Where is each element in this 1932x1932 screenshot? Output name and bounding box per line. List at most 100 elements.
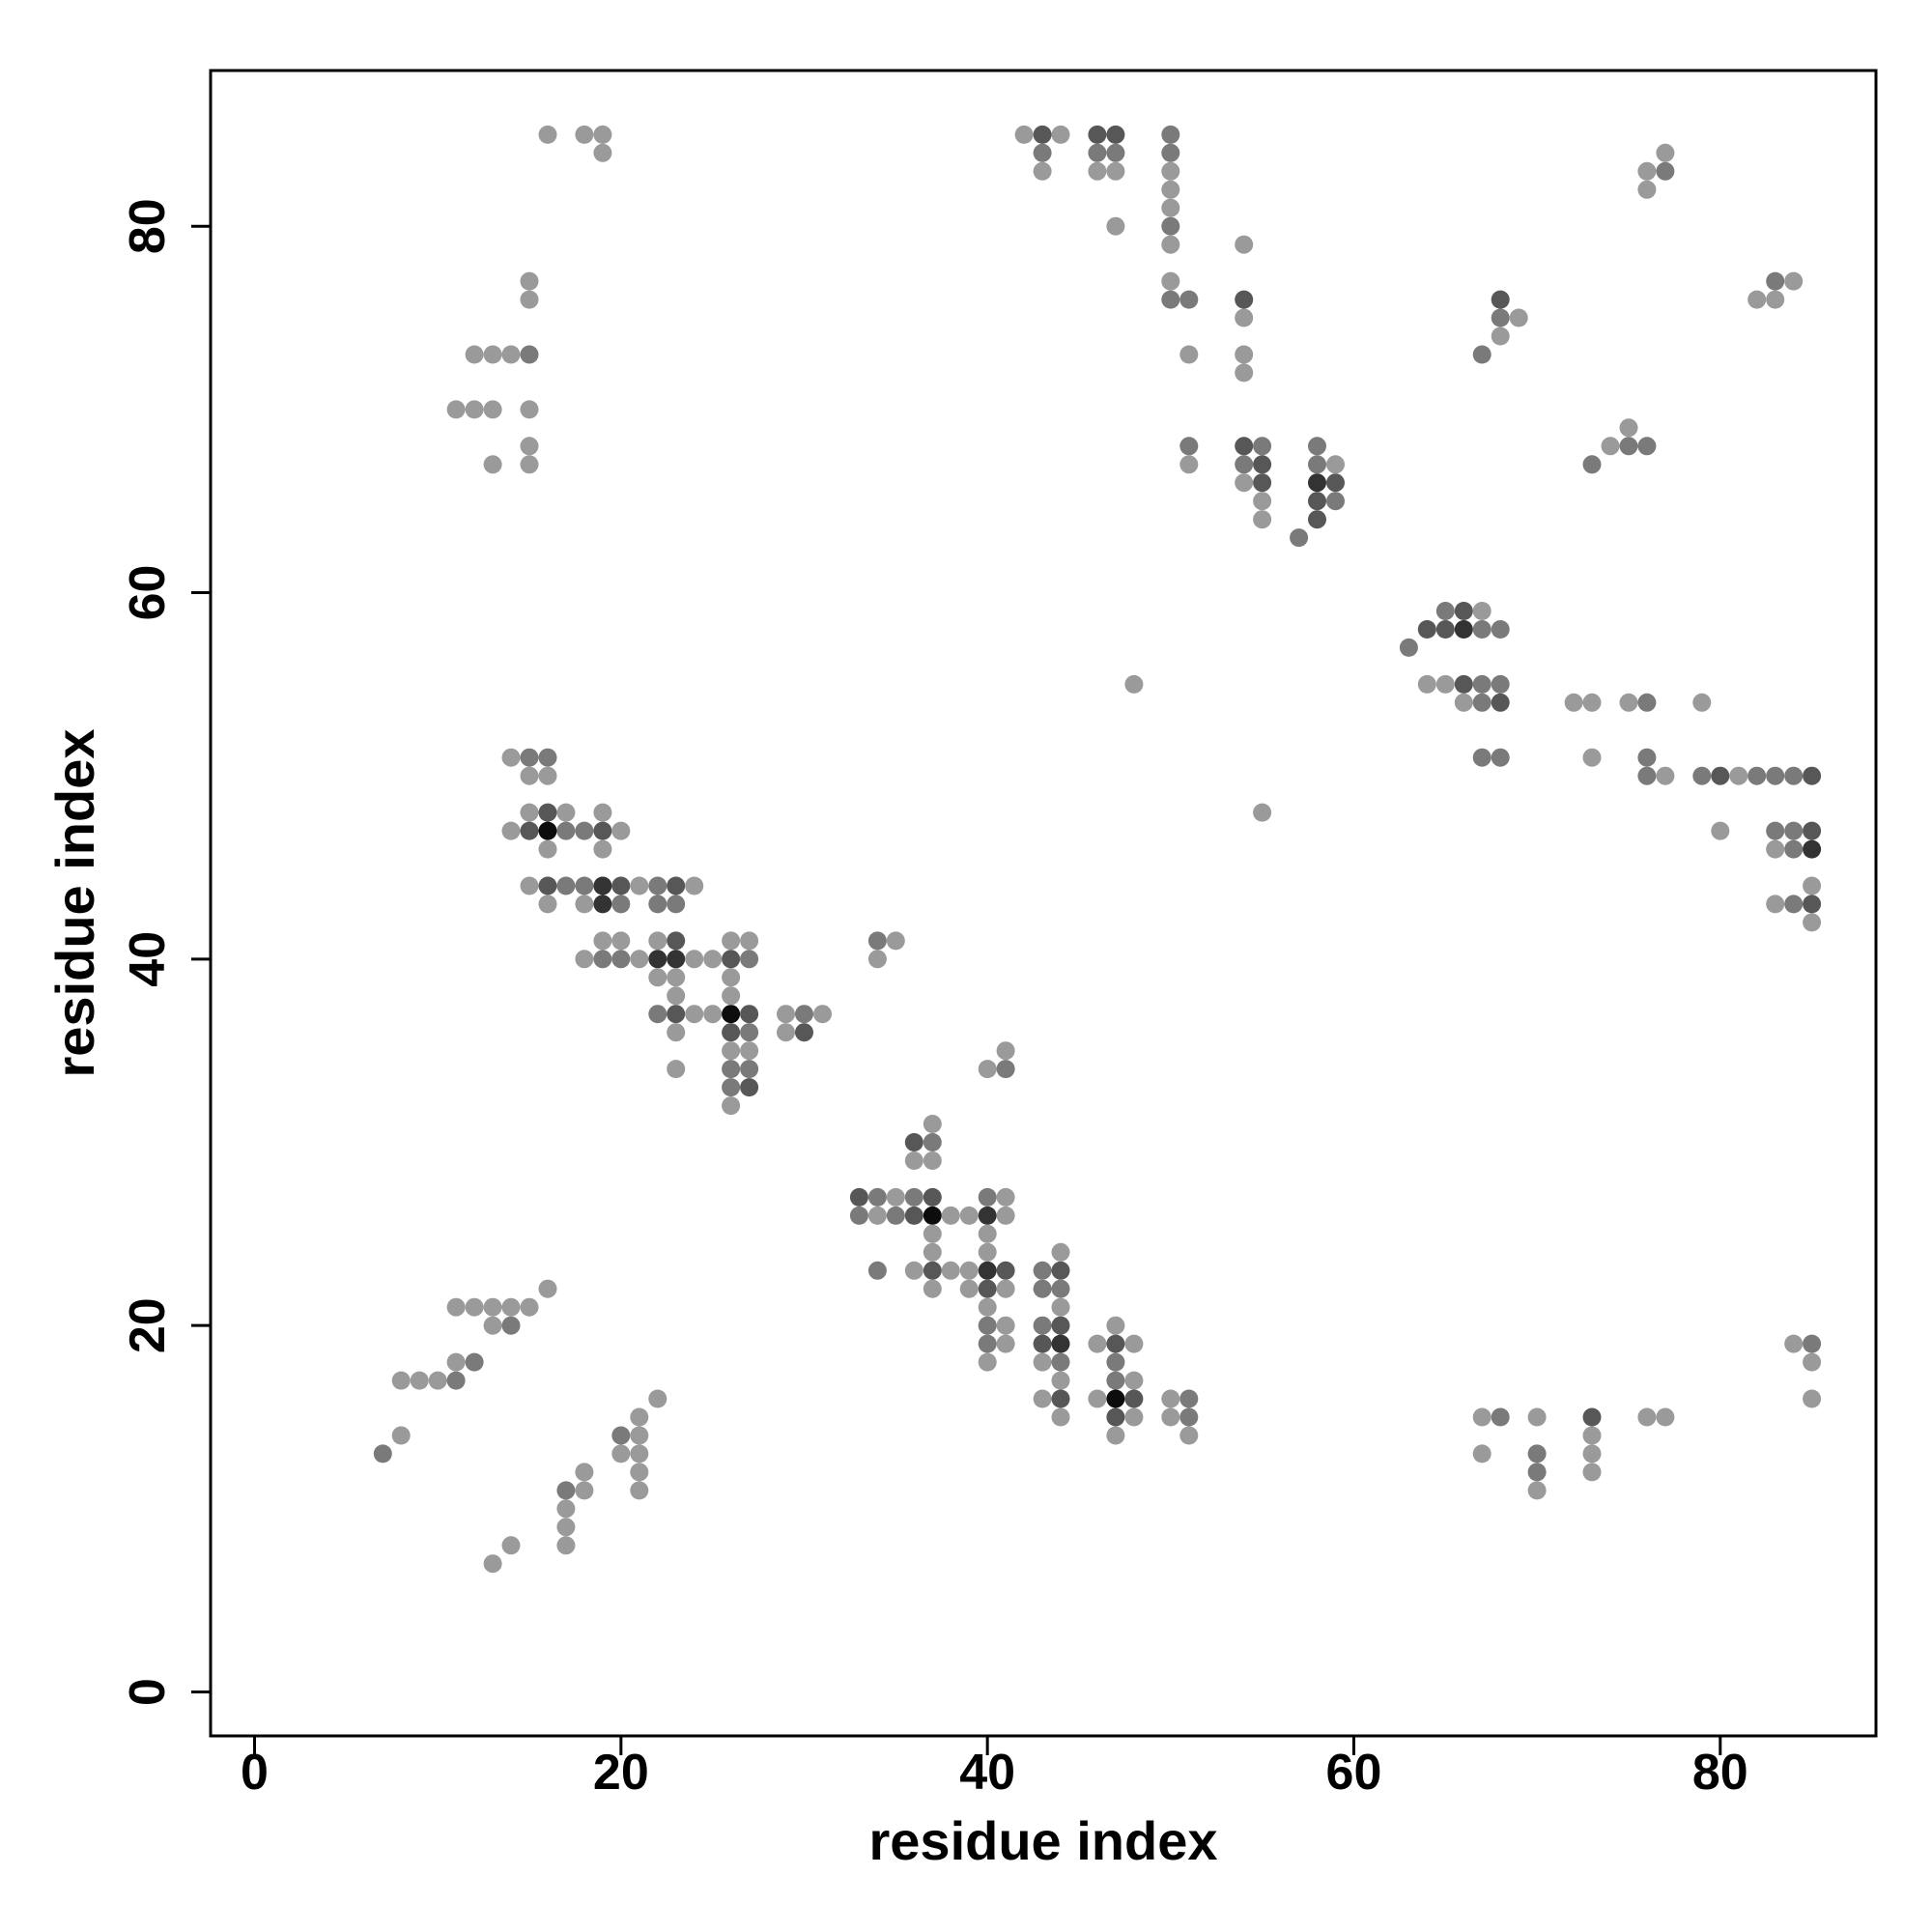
contact-point-308 xyxy=(1491,327,1510,346)
contact-point-114 xyxy=(538,803,557,822)
contact-point-181 xyxy=(795,1005,813,1024)
contact-point-214 xyxy=(1106,125,1125,144)
contact-point-265 xyxy=(1472,602,1492,620)
contact-point-176 xyxy=(740,1060,759,1079)
contact-point-260 xyxy=(1454,620,1473,639)
contact-point-227 xyxy=(1161,271,1180,291)
contact-point-163 xyxy=(685,1005,704,1024)
x-axis: 0 20 40 60 80 xyxy=(241,1736,1748,1801)
contact-point-27 xyxy=(630,1444,649,1463)
contact-point-119 xyxy=(556,821,576,840)
contact-point-149 xyxy=(703,950,723,969)
contact-point-179 xyxy=(722,1096,741,1116)
contact-point-307 xyxy=(1509,308,1528,327)
contact-point-124 xyxy=(593,803,612,822)
contact-point-21 xyxy=(556,1481,576,1500)
contact-point-164 xyxy=(703,1005,723,1024)
contact-point-230 xyxy=(1179,345,1199,364)
contact-point-73 xyxy=(978,1352,997,1372)
contact-point-336 xyxy=(1803,1334,1822,1353)
contact-point-316 xyxy=(1656,143,1675,162)
contact-point-151 xyxy=(740,950,759,969)
contact-point-169 xyxy=(740,1023,759,1042)
contact-point-200 xyxy=(520,400,539,419)
contact-point-219 xyxy=(1106,216,1125,236)
contact-point-337 xyxy=(1803,1352,1822,1372)
contact-point-198 xyxy=(465,400,484,419)
contact-point-150 xyxy=(722,950,741,969)
contact-point-223 xyxy=(1161,180,1180,199)
contact-point-186 xyxy=(886,931,905,951)
contact-point-275 xyxy=(1491,748,1510,767)
contact-point-110 xyxy=(501,748,521,767)
contact-point-71 xyxy=(978,1334,997,1353)
contact-point-15 xyxy=(538,1279,557,1298)
contact-point-14 xyxy=(501,1316,521,1335)
contact-point-105 xyxy=(1161,1407,1180,1427)
contact-point-2 xyxy=(391,1371,411,1390)
contact-point-154 xyxy=(648,931,668,951)
contact-point-193 xyxy=(465,345,484,364)
contact-point-136 xyxy=(538,895,557,914)
contact-point-5 xyxy=(446,1371,466,1390)
contact-point-135 xyxy=(685,876,704,895)
contact-point-208 xyxy=(1014,125,1034,144)
contact-point-194 xyxy=(483,345,502,364)
contact-point-103 xyxy=(1161,1389,1180,1408)
contact-point-147 xyxy=(667,950,686,969)
contact-point-116 xyxy=(501,821,521,840)
contact-point-17 xyxy=(501,1536,521,1555)
contact-point-291 xyxy=(1803,766,1822,785)
contact-point-52 xyxy=(959,1261,979,1280)
contact-point-174 xyxy=(740,1041,759,1061)
contact-point-70 xyxy=(996,1316,1015,1335)
contact-point-285 xyxy=(1692,766,1712,785)
contact-point-315 xyxy=(1656,161,1675,181)
x-tick-label-0: 0 xyxy=(241,1745,269,1801)
contact-point-65 xyxy=(923,1133,942,1151)
contact-point-146 xyxy=(648,950,668,969)
contact-point-189 xyxy=(996,1060,1015,1079)
contact-point-304 xyxy=(1472,345,1492,364)
contact-point-54 xyxy=(996,1261,1015,1280)
contact-point-335 xyxy=(1784,1334,1804,1353)
contact-point-128 xyxy=(556,876,576,895)
contact-point-62 xyxy=(978,1242,997,1262)
contact-point-173 xyxy=(722,1041,741,1061)
contact-point-284 xyxy=(1692,693,1712,712)
contact-point-325 xyxy=(1527,1407,1547,1427)
contact-point-235 xyxy=(1235,363,1254,383)
contact-point-49 xyxy=(904,1261,923,1280)
contact-point-231 xyxy=(1235,235,1254,254)
contact-point-210 xyxy=(1051,125,1070,144)
contact-point-159 xyxy=(667,968,686,987)
contact-point-305 xyxy=(1491,290,1510,309)
contact-point-92 xyxy=(1124,1334,1144,1353)
contact-point-266 xyxy=(1417,674,1436,694)
contact-point-53 xyxy=(978,1261,997,1280)
contact-point-64 xyxy=(904,1133,923,1151)
contact-point-274 xyxy=(1472,748,1492,767)
contact-point-121 xyxy=(593,821,612,840)
y-tick-label-60: 60 xyxy=(120,565,176,621)
contact-point-191 xyxy=(520,271,539,291)
contact-point-57 xyxy=(978,1279,997,1298)
contact-point-245 xyxy=(1253,510,1272,529)
contact-point-241 xyxy=(1253,455,1272,474)
contact-point-281 xyxy=(1637,748,1657,767)
contact-point-271 xyxy=(1454,693,1473,712)
contact-point-242 xyxy=(1235,473,1254,493)
contact-point-290 xyxy=(1784,766,1804,785)
contact-point-185 xyxy=(867,931,887,951)
y-axis: 0 20 40 60 80 xyxy=(120,198,211,1706)
contact-point-221 xyxy=(1161,143,1180,162)
contact-point-141 xyxy=(667,895,686,914)
contact-point-12 xyxy=(520,1297,539,1317)
contact-point-43 xyxy=(886,1187,905,1207)
contact-point-206 xyxy=(593,125,612,144)
contact-point-328 xyxy=(1527,1481,1547,1500)
contact-point-34 xyxy=(886,1206,905,1225)
contact-point-270 xyxy=(1491,674,1510,694)
contact-point-312 xyxy=(1637,437,1657,456)
